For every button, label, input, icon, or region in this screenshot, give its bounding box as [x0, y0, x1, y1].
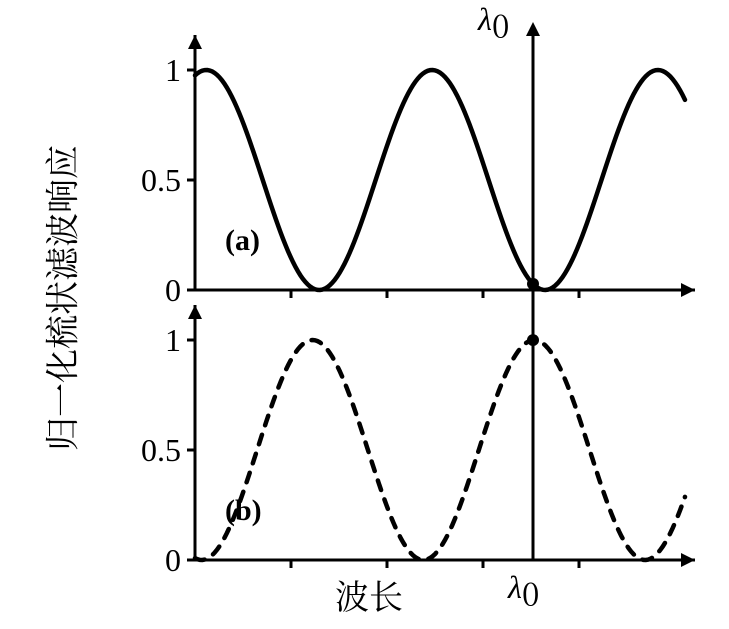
- lambda0-label-bottom: λ0: [508, 562, 539, 615]
- ytick-label: 1: [165, 322, 181, 358]
- lambda0-label-top: λ0: [478, 0, 509, 47]
- lambda0-sub-bottom: 0: [522, 569, 540, 615]
- ytick-label: 0: [165, 272, 181, 308]
- curve: [195, 340, 685, 560]
- y-axis-label: 归一化梳状滤波响应: [36, 145, 85, 451]
- lambda0-sub-top: 0: [492, 1, 510, 47]
- panel-label: (b): [225, 494, 262, 527]
- curve: [195, 70, 685, 290]
- chart-svg: 0 0.5 1 (a) 0 0.5 1 (b): [0, 0, 729, 629]
- ytick-label: 0.5: [141, 162, 181, 198]
- figure-container: 0 0.5 1 (a) 0 0.5 1 (b) 归一化梳状滤波响应 波长 λ0 λ0: [0, 0, 729, 629]
- ytick-label: 0: [165, 542, 181, 578]
- x-axis-label: 波长: [335, 570, 403, 619]
- ytick-label: 0.5: [141, 432, 181, 468]
- ytick-label: 1: [165, 52, 181, 88]
- panel-label: (a): [225, 224, 260, 257]
